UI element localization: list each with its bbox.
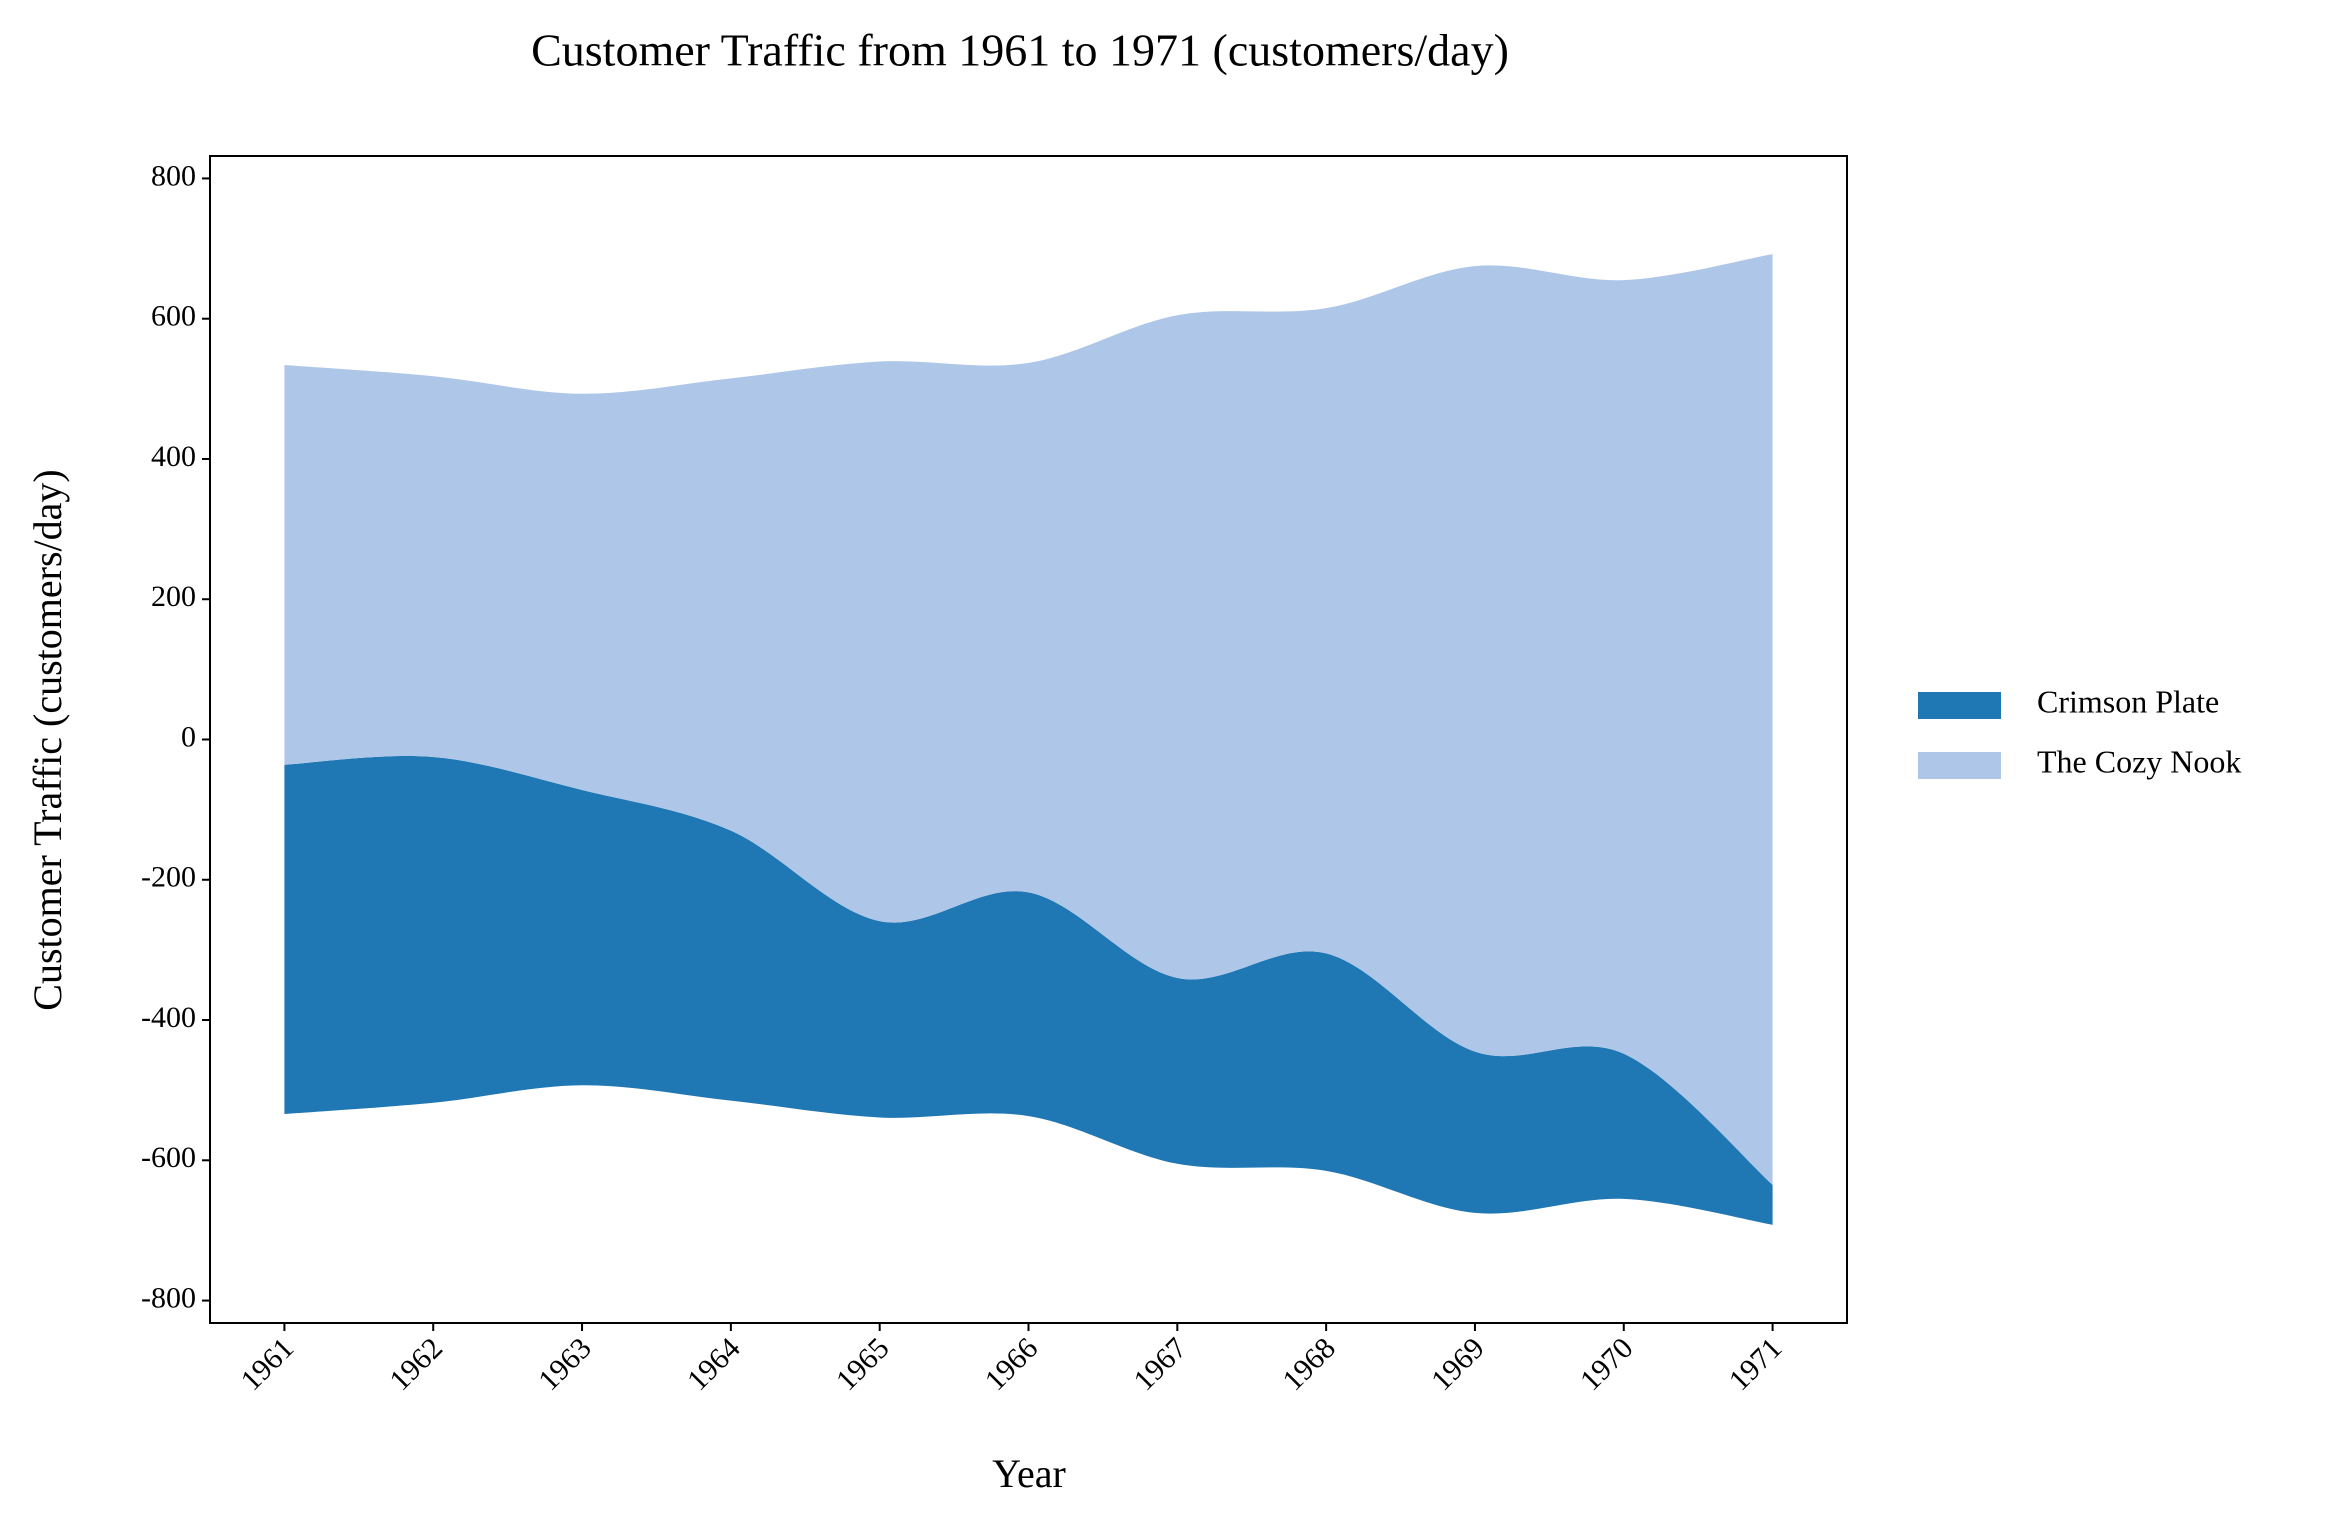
y-tick-label: -800 [141, 1281, 196, 1314]
y-tick-label: -600 [141, 1141, 196, 1174]
y-tick-label: 200 [151, 580, 196, 613]
x-tick-label: 1965 [830, 1331, 896, 1397]
x-tick-label: 1966 [979, 1331, 1045, 1397]
y-tick-label: 800 [151, 159, 196, 192]
x-tick-label: 1963 [532, 1331, 598, 1397]
x-tick-label: 1969 [1425, 1331, 1491, 1397]
y-axis-label: Customer Traffic (customers/day) [25, 469, 70, 1010]
legend-swatch [1918, 692, 2001, 719]
y-tick-label: -200 [141, 861, 196, 894]
legend-label: The Cozy Nook [2037, 743, 2241, 779]
x-tick-label: 1971 [1723, 1331, 1789, 1397]
y-tick-label: 600 [151, 300, 196, 333]
chart-title: Customer Traffic from 1961 to 1971 (cust… [531, 25, 1509, 76]
stream-area [284, 756, 1773, 1225]
x-axis-label: Year [992, 1451, 1066, 1496]
x-tick-label: 1968 [1276, 1331, 1342, 1397]
legend-swatch [1918, 752, 2001, 779]
stream-area [284, 254, 1773, 1185]
x-tick-label: 1967 [1127, 1331, 1193, 1397]
y-tick-label: -400 [141, 1001, 196, 1034]
y-tick-label: 400 [151, 440, 196, 473]
x-tick-label: 1970 [1574, 1331, 1640, 1397]
legend-label: Crimson Plate [2037, 683, 2219, 719]
x-tick-label: 1964 [681, 1331, 747, 1397]
x-tick-label: 1962 [383, 1331, 449, 1397]
y-tick-label: 0 [181, 720, 196, 753]
x-tick-label: 1961 [234, 1331, 300, 1397]
